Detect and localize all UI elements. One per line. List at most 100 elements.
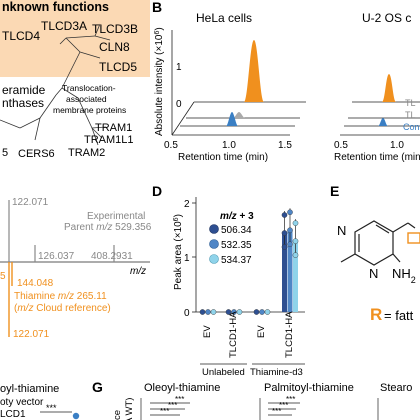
sig-marker: *** [286,395,295,404]
panel-letter: D [152,183,162,199]
data-point [281,212,288,218]
r-group-bracket [407,232,420,244]
panel-letter: B [152,0,162,15]
legend-label: 532.35 [221,240,252,251]
chart-title: HeLa cells [196,11,252,25]
y-axis-label: Absolute intensity (×106) [154,27,166,136]
panel-d: D Peak area (×106) 2 1 0 m/z + 3 506.34 … [152,183,305,378]
gene-label: CLN8 [99,40,130,54]
data-point [281,244,288,250]
x-tick-label: 0.5 [164,140,178,151]
x-axis-label: Retention time (min) [178,152,268,163]
atom-label: N [369,266,378,281]
data-point [199,309,206,315]
legend-marker [209,239,219,249]
gene-label: TRAM1 [95,122,132,134]
y-tick-label: 0 [176,99,182,110]
peak-label: 5 [0,271,6,282]
bottom-row: oyl-thiamine oty vector LCD1 *** G ce A … [0,379,412,420]
sig-marker: *** [160,407,169,416]
gene-label: TLCD4 [2,29,40,43]
gene-label: 5 [2,147,8,159]
chart-title: Oleoyl-thiamine [144,382,220,394]
hela-axes [171,30,306,136]
bar [282,232,287,312]
group-label: Thiamine-d3 [250,367,303,378]
data-point [253,309,260,315]
x-category-label: EV [256,325,267,338]
tram-group-label: associated [66,94,107,104]
legend-label: 534.37 [221,255,252,266]
x-tick-label: 0.5 [334,140,348,151]
chart-title: Stearo [380,382,412,394]
data-point [292,220,299,226]
thiamine-label: Thiamine m/z 265.11 [14,291,107,302]
x-tick-label: 1.0 [222,140,236,151]
x-category-label: TLCD1-HA [228,311,239,358]
gene-label: CERS6 [18,148,55,160]
sig-marker: *** [168,401,177,410]
panel-a-highlight [0,0,150,77]
sig-marker: *** [272,407,281,416]
hela-orange-peak [194,40,306,102]
x-axis-label: Retention time (min) [334,152,420,163]
series-label: Con [403,122,420,132]
u2os-orange-peak [352,74,420,102]
atom-label: N [337,223,346,238]
experimental-label: Experimental [87,211,145,222]
data-point [236,309,243,315]
data-point [292,252,299,258]
mz-axis-label: m/z [130,266,146,277]
gene-label: TLCD3B [92,22,138,36]
peak-label: 122.071 [13,329,50,340]
d-legend: m/z + 3 506.34 532.35 534.37 [209,211,254,266]
data-point [264,309,271,315]
peak-label: 122.071 [12,197,49,208]
data-point [210,309,217,315]
y-tick-label: 0 [184,308,190,319]
chart-title: oyl-thiamine [0,383,59,395]
thiamine-structure [340,220,416,266]
ceramide-label: nthases [2,96,44,110]
legend-title: m/z + 3 [220,211,254,222]
gene-label: TRAM2 [68,147,105,159]
x-tick-label: 1.5 [278,140,292,151]
hela-grey-peak [186,112,300,118]
x-category-label: EV [202,325,213,338]
x-tick-label: 1.0 [390,140,404,151]
data-point [281,230,288,236]
legend-marker [209,254,219,264]
tram-group-label: Translocation- [62,83,116,93]
data-point [225,309,232,315]
phylo-tree [0,23,111,146]
u2os-blue-peak [344,118,420,126]
chart-title: Palmitoyl-thiamine [264,382,354,394]
legend-label: oty vector [0,397,44,408]
y-tick-label: 1 [176,62,182,73]
panel-c: 122.071 126.037 408.2931 Experimental Pa… [0,197,152,340]
data-point [287,209,293,216]
panel-b: B HeLa cells U-2 OS c Absolute intensity… [152,0,420,163]
peak-label: 408.2931 [91,251,133,262]
legend-label: 506.34 [221,225,252,236]
gene-label: TRAM1L1 [84,134,134,146]
sig-marker: *** [46,403,57,413]
series-label: TL [405,98,416,108]
panel-a: nknown functions TLCD4 TLCD3A TLCD3B CLN… [0,0,150,160]
gene-label: TLCD5 [99,60,137,74]
side-label: A WT) [124,398,135,420]
gene-label: TLCD3A [41,19,87,33]
chart-title: U-2 OS c [362,11,411,25]
data-point [231,309,237,315]
data-point [72,412,80,420]
bar [293,241,298,312]
series-label: TL [405,110,416,120]
tram-group-label: membrane proteins [53,105,126,115]
sig-brackets [140,398,379,420]
sig-marker: *** [175,395,184,404]
y-tick-label: 2 [184,199,190,210]
peak-label: 126.037 [38,251,75,262]
parent-label: Parent m/z 529.356 [64,222,152,233]
data-point [287,241,293,248]
legend-marker [209,224,219,234]
